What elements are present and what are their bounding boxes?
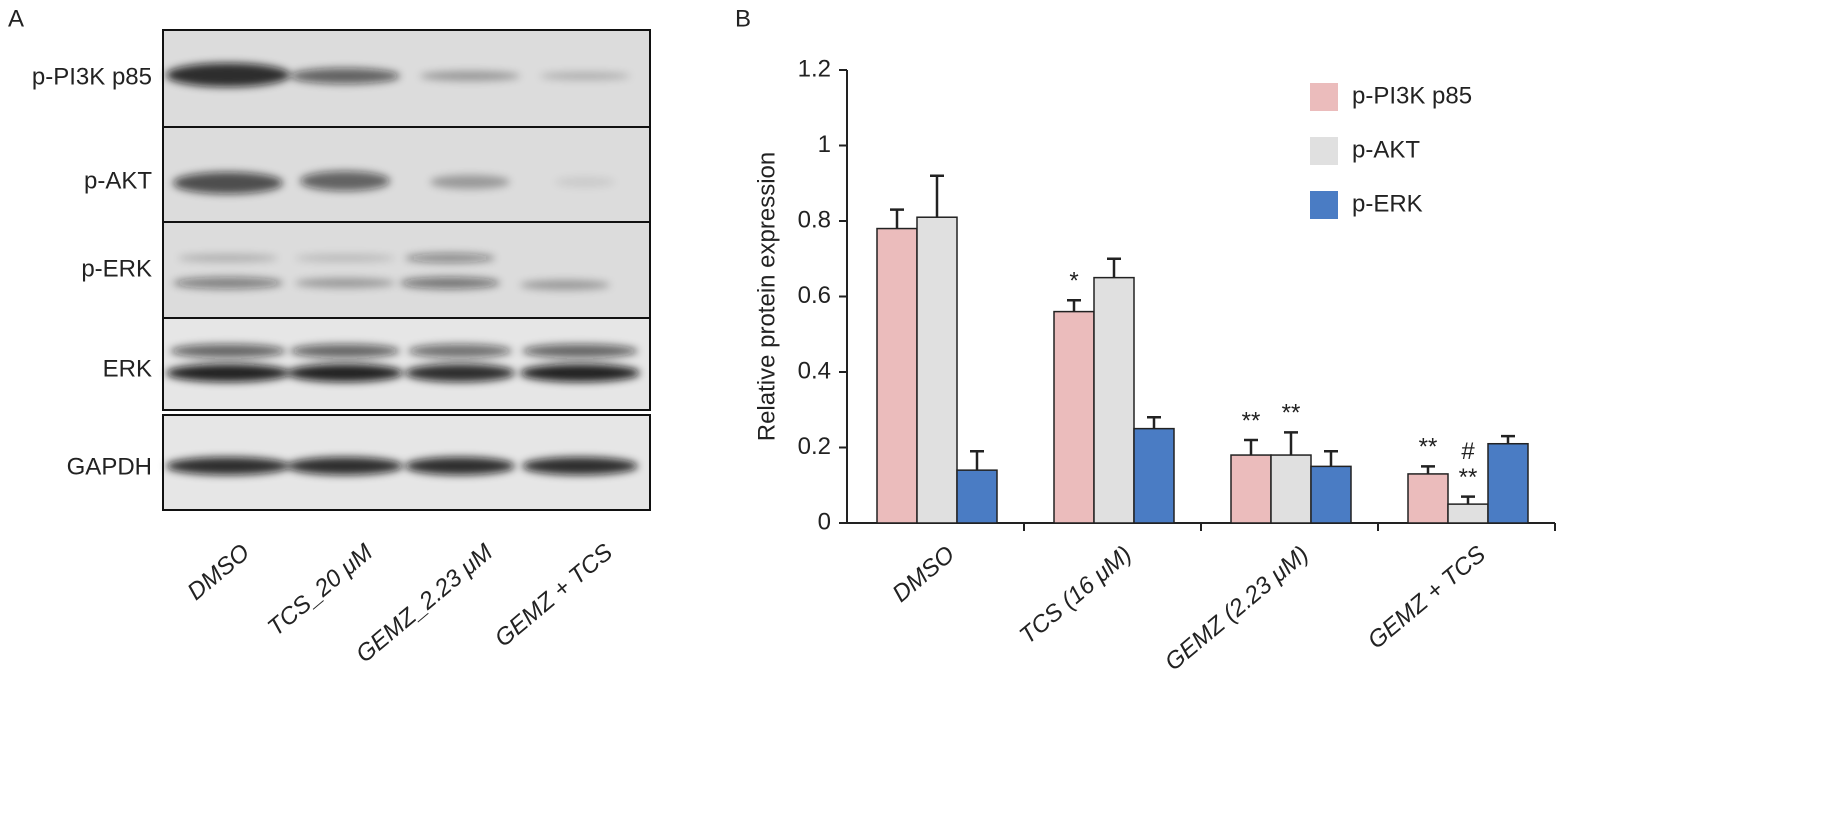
error-bar [1461,495,1475,505]
error-bar [1147,416,1161,429]
blot-row-label: GAPDH [67,453,152,480]
legend-swatch [1310,83,1338,111]
legend-swatch [1310,191,1338,219]
blot-frames [162,29,651,511]
error-bar [1501,434,1515,444]
blot-lane-label: DMSO [182,539,255,606]
panel-label: B [735,5,751,32]
error-bar [1421,465,1435,474]
error-bar [1284,431,1298,456]
significance-label: ** [1419,434,1438,461]
bar [876,227,918,524]
y-tick-label: 1.2 [798,55,831,82]
bar [1270,454,1312,524]
panel-label: A [8,5,24,32]
bands [166,63,640,475]
y-tick-label: 0.6 [798,282,831,309]
error-bar [930,174,944,218]
blot-row-label: p-AKT [84,167,152,194]
significance-label: * [1069,268,1078,295]
legend-label: p-AKT [1352,136,1420,163]
bar [1310,465,1352,524]
bar [1133,427,1175,524]
error-bar [970,450,984,471]
blot-row-label: ERK [103,355,152,382]
bar [1093,276,1135,524]
bar [1447,503,1489,524]
bar [1230,454,1272,524]
bar [1487,442,1529,524]
x-tick-label: DMSO [887,541,960,608]
x-tick-label: TCS (16 μM) [1015,541,1137,650]
error-bar [1107,257,1121,278]
x-tick-label: GEMZ + TCS [1363,541,1491,655]
y-axis-label: Relative protein expression [753,152,780,442]
bar [1407,473,1449,524]
error-bar [1324,450,1338,467]
error-bar [890,208,904,229]
blot-row-label: p-ERK [81,255,152,282]
y-tick-label: 1 [818,131,831,158]
y-tick-label: 0.8 [798,206,831,233]
x-tick-label: GEMZ (2.23 μM) [1160,541,1314,676]
significance-label: ** [1242,407,1261,434]
blot-strip [163,318,650,410]
legend-label: p-PI3K p85 [1352,82,1472,109]
significance-label: # [1461,438,1475,465]
bar [956,469,998,524]
legend-label: p-ERK [1352,190,1423,217]
error-bar [1244,438,1258,456]
blot-row-label: p-PI3K p85 [32,63,152,90]
error-bar [1067,299,1081,312]
blot-image [162,29,651,511]
y-tick-label: 0 [818,508,831,535]
blot-lane-label: TCS_20 μM [263,539,378,642]
blot-lane-label: GEMZ + TCS [490,539,618,653]
y-tick-label: 0.2 [798,433,831,460]
y-tick-label: 0.4 [798,357,831,384]
bar [1053,310,1095,524]
significance-label: ** [1459,464,1478,491]
legend-swatch [1310,137,1338,165]
bar [916,216,958,524]
significance-label: ** [1282,400,1301,427]
